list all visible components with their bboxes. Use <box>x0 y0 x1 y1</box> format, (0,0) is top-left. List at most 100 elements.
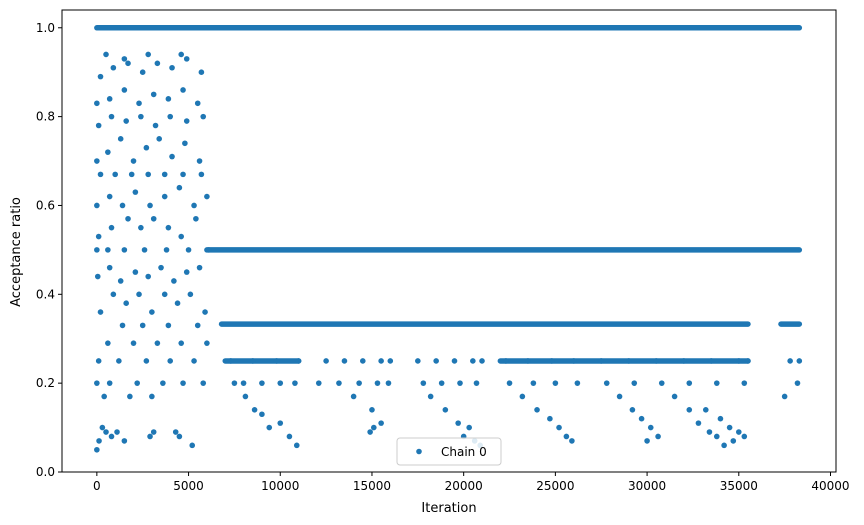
data-point <box>106 264 113 271</box>
data-point <box>117 278 124 284</box>
data-point <box>249 358 256 364</box>
data-point <box>180 380 186 386</box>
data-point <box>176 184 183 191</box>
data-point <box>200 380 207 386</box>
data-point <box>204 340 210 346</box>
data-point <box>266 424 273 431</box>
data-point <box>154 340 161 346</box>
data-point <box>189 442 196 449</box>
data-point <box>138 224 144 231</box>
data-point <box>163 247 170 253</box>
data-point <box>125 215 131 222</box>
data-point <box>134 380 140 386</box>
data-point <box>108 433 115 440</box>
data-point <box>139 69 146 75</box>
data-point <box>150 215 157 222</box>
data-point <box>165 96 172 102</box>
data-point <box>156 136 163 142</box>
data-point <box>415 358 421 364</box>
data-point <box>525 358 531 364</box>
data-point <box>653 358 660 364</box>
data-point <box>161 193 168 200</box>
data-point <box>259 411 265 418</box>
x-tick-label: 35000 <box>720 479 758 493</box>
data-point <box>180 87 186 93</box>
data-point <box>95 358 102 364</box>
legend-marker <box>416 448 422 455</box>
data-point <box>473 380 480 386</box>
data-point <box>680 358 687 364</box>
data-point <box>451 358 458 364</box>
data-point <box>106 380 113 386</box>
data-point <box>161 171 168 178</box>
data-point <box>128 171 135 178</box>
data-point <box>369 407 375 413</box>
data-point <box>713 433 720 440</box>
x-tick-label: 5000 <box>173 479 204 493</box>
data-point <box>106 193 113 200</box>
data-point <box>152 122 159 129</box>
legend: Chain 0 <box>396 437 502 466</box>
data-point <box>378 358 384 364</box>
data-point <box>534 407 540 413</box>
data-point <box>165 224 172 231</box>
data-point <box>121 438 128 444</box>
data-point <box>277 380 284 386</box>
data-point <box>167 113 174 120</box>
data-point <box>433 358 439 364</box>
data-point <box>96 438 102 444</box>
x-tick-label: 40000 <box>811 479 849 493</box>
data-point <box>387 358 394 364</box>
data-point <box>178 340 185 346</box>
data-point <box>794 380 801 386</box>
data-point <box>121 87 128 93</box>
data-point <box>132 189 139 195</box>
data-point <box>200 113 207 120</box>
data-point <box>708 358 715 364</box>
data-point <box>374 380 381 386</box>
data-point <box>196 158 203 164</box>
data-point <box>196 264 203 271</box>
data-point <box>123 118 129 124</box>
data-point <box>125 60 131 67</box>
data-point <box>686 407 693 413</box>
data-point <box>94 158 100 164</box>
data-point <box>119 202 126 209</box>
x-tick-label: 30000 <box>628 479 666 493</box>
data-point <box>191 358 197 364</box>
data-point <box>169 153 175 160</box>
data-point <box>638 415 645 422</box>
data-point <box>198 69 205 75</box>
data-point <box>147 433 153 440</box>
data-point <box>110 64 117 71</box>
data-point <box>149 393 155 400</box>
data-point <box>194 100 201 107</box>
data-point <box>138 113 144 120</box>
data-point <box>127 393 133 400</box>
data-point <box>180 171 186 178</box>
data-point <box>105 340 111 346</box>
data-point <box>171 278 177 284</box>
legend-box <box>396 437 502 466</box>
y-tick-label: 0.0 <box>36 465 55 479</box>
data-point <box>251 407 258 413</box>
data-point <box>169 64 175 71</box>
data-point <box>603 380 610 386</box>
data-point <box>745 358 751 364</box>
data-point <box>741 433 748 440</box>
data-point <box>367 429 373 435</box>
data-point <box>95 122 102 129</box>
x-tick-label: 15000 <box>353 479 391 493</box>
data-point <box>110 291 117 298</box>
data-point <box>356 380 362 386</box>
data-point <box>616 393 623 400</box>
data-point <box>182 140 188 147</box>
data-point <box>563 433 570 440</box>
data-point <box>176 433 183 440</box>
data-point <box>658 380 665 386</box>
data-point <box>183 269 190 275</box>
x-tick-label: 25000 <box>536 479 574 493</box>
data-point <box>114 429 120 435</box>
data-point <box>787 358 793 364</box>
data-point <box>101 393 107 400</box>
